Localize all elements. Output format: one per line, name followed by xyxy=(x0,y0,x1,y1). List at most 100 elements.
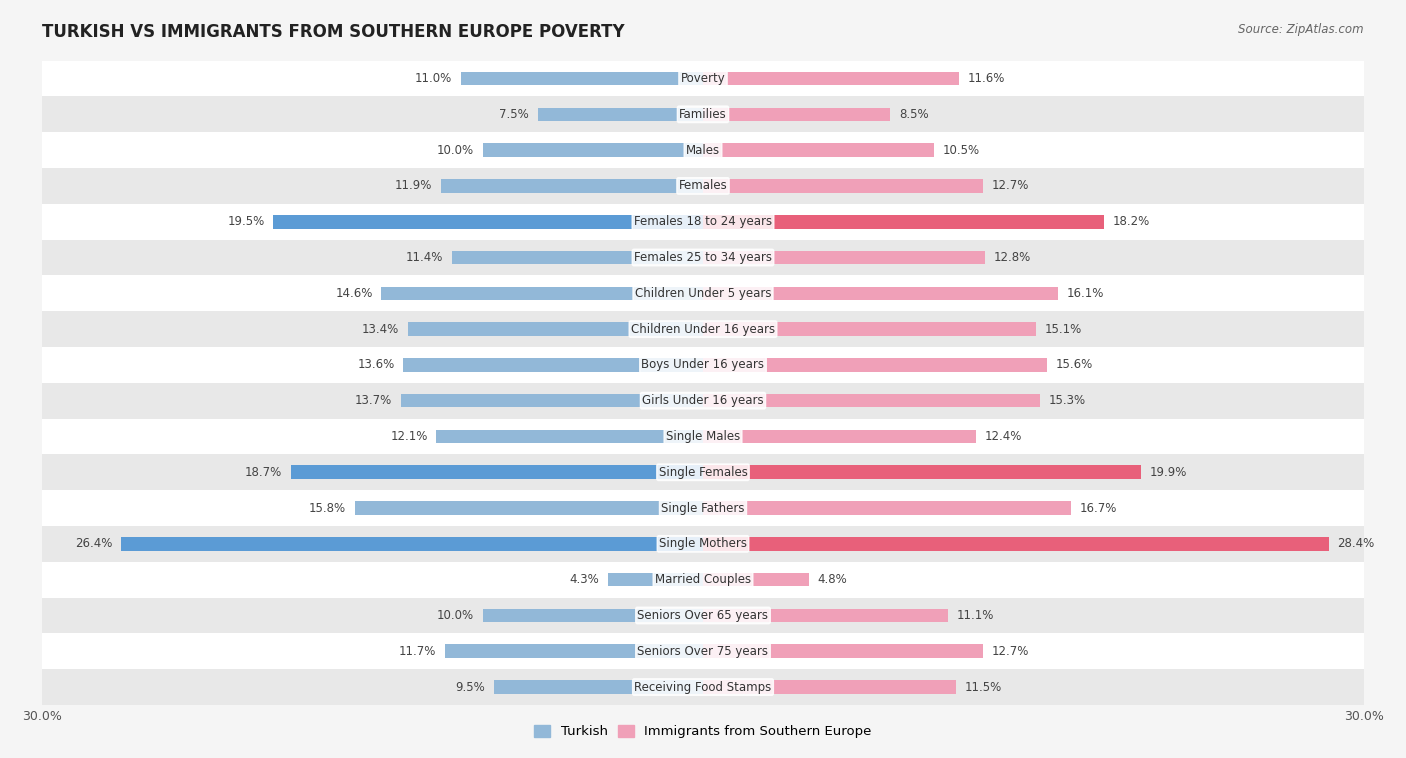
Text: 11.0%: 11.0% xyxy=(415,72,451,85)
Text: Source: ZipAtlas.com: Source: ZipAtlas.com xyxy=(1239,23,1364,36)
Text: 11.4%: 11.4% xyxy=(406,251,443,264)
Bar xyxy=(494,680,703,694)
Bar xyxy=(703,143,934,157)
Bar xyxy=(703,465,1142,479)
Bar xyxy=(42,240,1364,275)
Bar xyxy=(354,501,703,515)
Bar xyxy=(42,96,1364,132)
Bar xyxy=(42,204,1364,240)
Bar xyxy=(408,322,703,336)
Bar xyxy=(42,490,1364,526)
Text: TURKISH VS IMMIGRANTS FROM SOUTHERN EUROPE POVERTY: TURKISH VS IMMIGRANTS FROM SOUTHERN EURO… xyxy=(42,23,624,41)
Bar xyxy=(42,61,1364,96)
Bar xyxy=(451,251,703,265)
Bar xyxy=(42,597,1364,634)
Text: 4.8%: 4.8% xyxy=(817,573,848,586)
Bar xyxy=(609,573,703,587)
Text: 15.6%: 15.6% xyxy=(1056,359,1092,371)
Text: 16.1%: 16.1% xyxy=(1066,287,1104,300)
Bar xyxy=(441,179,703,193)
Text: 15.1%: 15.1% xyxy=(1045,323,1081,336)
Text: 15.8%: 15.8% xyxy=(309,502,346,515)
Bar xyxy=(703,394,1040,408)
Bar xyxy=(461,72,703,86)
Text: 19.9%: 19.9% xyxy=(1150,465,1188,479)
Text: 8.5%: 8.5% xyxy=(898,108,929,121)
Text: Males: Males xyxy=(686,143,720,157)
Text: 12.1%: 12.1% xyxy=(391,430,427,443)
Text: Females 18 to 24 years: Females 18 to 24 years xyxy=(634,215,772,228)
Text: Seniors Over 75 years: Seniors Over 75 years xyxy=(637,645,769,658)
Bar xyxy=(703,573,808,587)
Bar xyxy=(482,609,703,622)
Text: Married Couples: Married Couples xyxy=(655,573,751,586)
Text: Poverty: Poverty xyxy=(681,72,725,85)
Bar xyxy=(42,454,1364,490)
Bar xyxy=(42,347,1364,383)
Bar xyxy=(42,275,1364,312)
Bar xyxy=(703,72,959,86)
Text: 28.4%: 28.4% xyxy=(1337,537,1375,550)
Text: 15.3%: 15.3% xyxy=(1049,394,1085,407)
Bar xyxy=(401,394,703,408)
Bar xyxy=(273,215,703,228)
Text: Children Under 16 years: Children Under 16 years xyxy=(631,323,775,336)
Bar xyxy=(703,108,890,121)
Text: Seniors Over 65 years: Seniors Over 65 years xyxy=(637,609,769,622)
Text: 19.5%: 19.5% xyxy=(228,215,264,228)
Bar xyxy=(436,430,703,443)
Text: Single Females: Single Females xyxy=(658,465,748,479)
Bar xyxy=(703,537,1329,550)
Bar xyxy=(703,644,983,658)
Text: 10.0%: 10.0% xyxy=(437,143,474,157)
Bar xyxy=(482,143,703,157)
Text: 7.5%: 7.5% xyxy=(499,108,529,121)
Text: 12.7%: 12.7% xyxy=(991,180,1029,193)
Text: 11.7%: 11.7% xyxy=(399,645,436,658)
Bar xyxy=(291,465,703,479)
Text: Single Males: Single Males xyxy=(666,430,740,443)
Text: 10.5%: 10.5% xyxy=(943,143,980,157)
Text: 11.9%: 11.9% xyxy=(395,180,432,193)
Text: 9.5%: 9.5% xyxy=(456,681,485,694)
Bar xyxy=(121,537,703,550)
Bar xyxy=(42,634,1364,669)
Text: 11.6%: 11.6% xyxy=(967,72,1005,85)
Bar xyxy=(703,215,1104,228)
Bar xyxy=(42,418,1364,454)
Text: Single Fathers: Single Fathers xyxy=(661,502,745,515)
Bar xyxy=(42,669,1364,705)
Bar xyxy=(404,358,703,371)
Bar xyxy=(42,312,1364,347)
Bar xyxy=(537,108,703,121)
Legend: Turkish, Immigrants from Southern Europe: Turkish, Immigrants from Southern Europe xyxy=(529,719,877,744)
Text: 11.1%: 11.1% xyxy=(956,609,994,622)
Text: 16.7%: 16.7% xyxy=(1080,502,1116,515)
Text: Single Mothers: Single Mothers xyxy=(659,537,747,550)
Bar xyxy=(703,430,976,443)
Bar xyxy=(703,680,956,694)
Bar xyxy=(703,287,1057,300)
Bar xyxy=(703,251,986,265)
Text: Boys Under 16 years: Boys Under 16 years xyxy=(641,359,765,371)
Text: Children Under 5 years: Children Under 5 years xyxy=(634,287,772,300)
Text: Families: Families xyxy=(679,108,727,121)
Text: 11.5%: 11.5% xyxy=(965,681,1002,694)
Bar xyxy=(703,179,983,193)
Text: 13.6%: 13.6% xyxy=(357,359,395,371)
Text: Receiving Food Stamps: Receiving Food Stamps xyxy=(634,681,772,694)
Bar xyxy=(703,322,1036,336)
Text: 14.6%: 14.6% xyxy=(335,287,373,300)
Bar xyxy=(703,609,948,622)
Text: 26.4%: 26.4% xyxy=(76,537,112,550)
Bar xyxy=(42,168,1364,204)
Bar xyxy=(42,526,1364,562)
Text: 12.7%: 12.7% xyxy=(991,645,1029,658)
Bar xyxy=(703,358,1046,371)
Text: 10.0%: 10.0% xyxy=(437,609,474,622)
Text: 13.4%: 13.4% xyxy=(361,323,399,336)
Bar xyxy=(42,132,1364,168)
Text: Females 25 to 34 years: Females 25 to 34 years xyxy=(634,251,772,264)
Bar xyxy=(42,383,1364,418)
Text: 18.7%: 18.7% xyxy=(245,465,283,479)
